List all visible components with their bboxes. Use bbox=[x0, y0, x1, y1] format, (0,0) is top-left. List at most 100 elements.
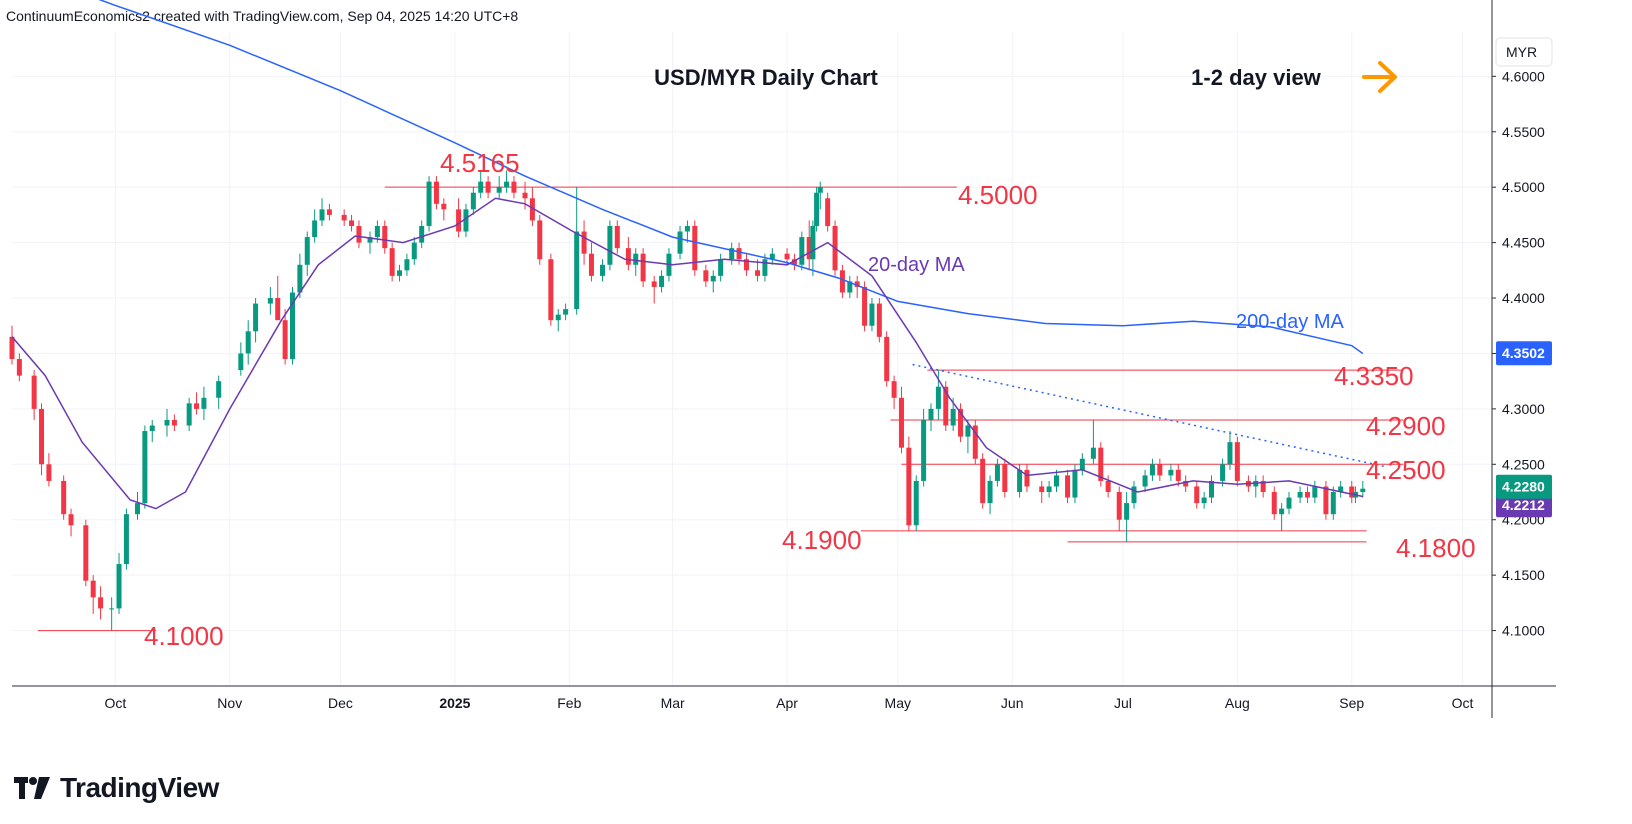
x-tick-label: Sep bbox=[1339, 695, 1364, 711]
y-tick-label: 4.6000 bbox=[1502, 68, 1545, 84]
candle-body bbox=[1024, 469, 1030, 487]
candle-body bbox=[928, 408, 934, 420]
candle-body bbox=[659, 275, 665, 287]
candle-body bbox=[1116, 492, 1122, 520]
candle-body bbox=[614, 225, 620, 249]
candle-body bbox=[965, 425, 971, 437]
y-tick-label: 4.4500 bbox=[1502, 235, 1545, 251]
tradingview-logo-icon bbox=[14, 777, 50, 799]
candle-body bbox=[164, 419, 170, 426]
candle-body bbox=[640, 253, 646, 282]
candle-body bbox=[109, 608, 115, 610]
candle-body bbox=[862, 286, 868, 326]
candle-body bbox=[994, 464, 1000, 481]
x-tick-label: Dec bbox=[328, 695, 353, 711]
candle-body bbox=[404, 259, 410, 271]
candle-body bbox=[39, 408, 45, 465]
candle-body bbox=[31, 375, 37, 409]
candle-body bbox=[1098, 447, 1104, 481]
y-tick-label: 4.5500 bbox=[1502, 124, 1545, 140]
candle-body bbox=[478, 181, 484, 193]
candle-body bbox=[194, 403, 200, 409]
candle-body bbox=[367, 237, 373, 243]
candle-body bbox=[769, 253, 775, 260]
candle-body bbox=[854, 281, 860, 287]
candle-body bbox=[1175, 469, 1181, 481]
tradingview-logo[interactable]: TradingView bbox=[14, 772, 219, 804]
x-tick-label: Nov bbox=[217, 695, 242, 711]
currency-label-box bbox=[1495, 37, 1553, 67]
candle-body bbox=[625, 248, 631, 265]
candle-body bbox=[142, 431, 148, 504]
candle-body bbox=[869, 303, 875, 326]
candle-body bbox=[201, 397, 207, 409]
candle-body bbox=[1124, 503, 1130, 520]
candle-body bbox=[1286, 497, 1292, 509]
x-tick-label: Oct bbox=[1452, 695, 1474, 711]
candle-body bbox=[1349, 486, 1355, 498]
candle-body bbox=[1039, 486, 1045, 493]
candle-body bbox=[98, 597, 104, 609]
ma200-price-tag-box bbox=[1496, 341, 1552, 366]
candle-body bbox=[1079, 458, 1085, 470]
candle-body bbox=[791, 259, 797, 265]
resistance-trendline bbox=[912, 363, 1386, 468]
candle-body bbox=[411, 242, 417, 260]
candle-body bbox=[703, 270, 709, 282]
candle-body bbox=[46, 464, 52, 481]
candle-body bbox=[312, 220, 318, 238]
candle-body bbox=[710, 275, 716, 282]
candle-body bbox=[876, 303, 882, 337]
candle-body bbox=[485, 181, 491, 193]
chart-annotations: USD/MYR Daily Chart 1-2 day view 20-day MA… bbox=[144, 61, 1476, 651]
candle-body bbox=[729, 248, 735, 260]
last-price-tag-box bbox=[1496, 474, 1552, 499]
candle-body bbox=[677, 231, 683, 254]
candle-body bbox=[537, 220, 543, 260]
candle-body bbox=[304, 237, 310, 265]
candle-body bbox=[799, 237, 805, 265]
candle-body bbox=[496, 187, 502, 193]
candle-body bbox=[950, 408, 956, 426]
candle-body bbox=[1157, 464, 1163, 476]
candlesticks bbox=[9, 170, 1366, 631]
candle-body bbox=[216, 381, 222, 398]
candle-body bbox=[16, 359, 22, 376]
candle-body bbox=[898, 397, 904, 448]
candle-body bbox=[1131, 486, 1137, 504]
candle-body bbox=[326, 209, 332, 215]
candle-body bbox=[1304, 492, 1310, 498]
x-tick-label: May bbox=[885, 695, 911, 711]
candle-body bbox=[1297, 492, 1303, 498]
candle-body bbox=[817, 187, 823, 193]
candle-body bbox=[134, 503, 140, 515]
candle-body bbox=[356, 225, 362, 243]
view-label: 1-2 day view bbox=[1191, 65, 1322, 90]
candle-body bbox=[374, 225, 380, 238]
axes: MYR4.60004.55004.50004.45004.40004.35004… bbox=[12, 0, 1556, 718]
candle-body bbox=[581, 231, 587, 254]
candle-body bbox=[149, 425, 155, 432]
candle-body bbox=[341, 214, 347, 221]
candle-body bbox=[83, 525, 89, 581]
x-tick-label: Aug bbox=[1225, 695, 1250, 711]
ma20-price-tag: 4.2212 bbox=[1502, 497, 1545, 513]
candle-body bbox=[171, 419, 177, 426]
candle-body bbox=[972, 425, 978, 459]
candle-body bbox=[441, 203, 447, 210]
candle-body bbox=[913, 480, 919, 526]
candle-body bbox=[529, 198, 535, 221]
x-tick-label: Mar bbox=[661, 695, 685, 711]
level-label-4.2500: 4.2500 bbox=[1366, 455, 1446, 485]
candle-body bbox=[68, 514, 74, 526]
ma20-label: 20-day MA bbox=[868, 254, 965, 276]
level-label-4.5000: 4.5000 bbox=[958, 180, 1038, 210]
x-tick-label: Jul bbox=[1114, 695, 1132, 711]
candle-body bbox=[891, 381, 897, 398]
candle-body bbox=[548, 259, 554, 321]
candle-body bbox=[349, 220, 355, 226]
candle-body bbox=[943, 386, 949, 426]
x-tick-label: Jun bbox=[1001, 695, 1024, 711]
y-tick-label: 4.1000 bbox=[1502, 623, 1545, 639]
